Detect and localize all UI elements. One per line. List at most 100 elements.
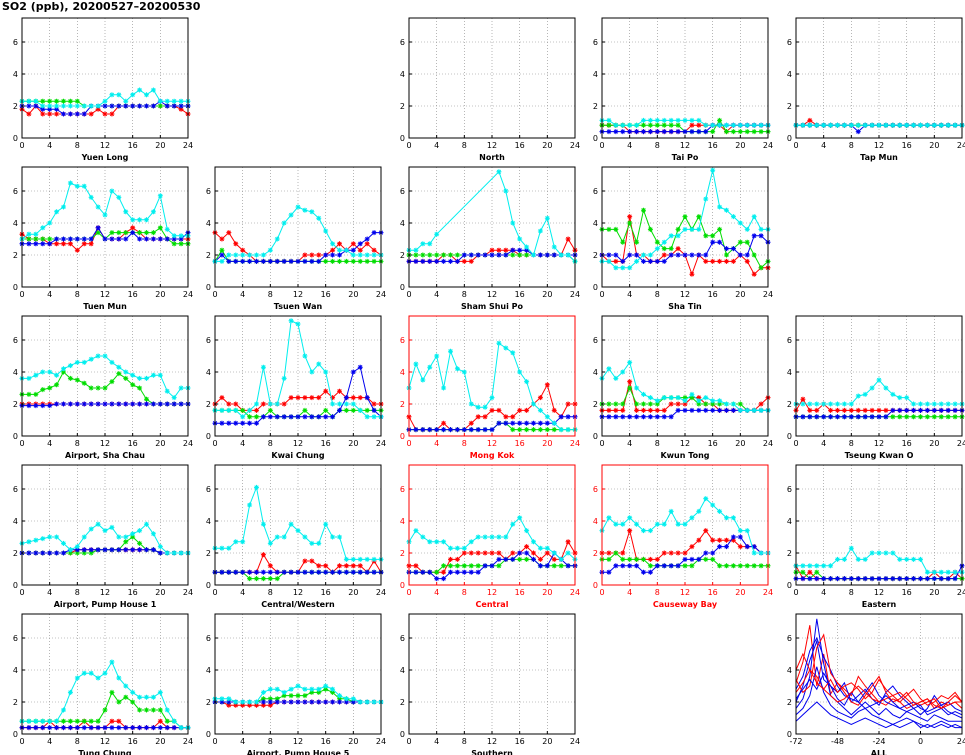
gridlines — [409, 18, 575, 138]
y-tick-label: 4 — [400, 70, 405, 79]
data-point — [150, 103, 156, 109]
data-point — [751, 252, 757, 258]
data-point — [814, 407, 820, 413]
x-tick-label: 20 — [735, 141, 745, 150]
x-tick-label: 12 — [487, 588, 497, 597]
x-tick-label: 8 — [75, 290, 80, 299]
data-point — [40, 718, 46, 724]
y-tick-label: 6 — [13, 187, 18, 196]
data-point — [468, 401, 474, 407]
data-point — [316, 414, 322, 420]
data-point — [654, 258, 660, 264]
data-point — [945, 569, 951, 575]
x-tick-label: 16 — [902, 439, 912, 448]
data-point — [260, 702, 266, 708]
data-point — [219, 252, 225, 258]
data-point — [219, 407, 225, 413]
data-point — [565, 252, 571, 258]
y-tick-label: 6 — [787, 485, 792, 494]
y-tick-label: 4 — [593, 517, 598, 526]
data-point — [468, 258, 474, 264]
panel-title: Tsuen Wan — [274, 302, 323, 311]
data-point — [751, 550, 757, 556]
data-point — [116, 236, 122, 242]
data-point — [247, 576, 253, 582]
data-point — [323, 388, 329, 394]
series-1 — [599, 528, 771, 562]
data-point — [274, 576, 280, 582]
data-point — [924, 401, 930, 407]
data-point — [800, 414, 806, 420]
x-tick-label: 20 — [155, 290, 165, 299]
panel-title: Sham Shui Po — [461, 302, 524, 311]
data-point — [137, 694, 143, 700]
y-tick-label: 6 — [787, 336, 792, 345]
data-point — [267, 576, 273, 582]
data-point — [744, 407, 750, 413]
y-tick-label: 6 — [206, 634, 211, 643]
data-point — [67, 725, 73, 731]
data-point — [517, 420, 523, 426]
data-point — [883, 550, 889, 556]
data-point — [703, 407, 709, 413]
y-tick-label: 0 — [787, 432, 792, 441]
x-tick-label: 16 — [708, 439, 718, 448]
data-point — [737, 407, 743, 413]
data-point — [510, 556, 516, 562]
data-point — [641, 407, 646, 413]
data-point — [309, 699, 315, 705]
data-point — [730, 246, 736, 252]
data-point — [157, 225, 163, 231]
data-point — [316, 569, 322, 575]
data-point — [95, 547, 101, 553]
data-point — [551, 556, 557, 562]
data-point — [164, 236, 170, 242]
panel-title: Tseung Kwan O — [845, 451, 914, 460]
data-point — [668, 508, 674, 514]
x-tick-label: 20 — [155, 439, 165, 448]
data-point — [150, 401, 156, 407]
data-point — [343, 258, 349, 264]
data-point — [710, 129, 716, 135]
data-point — [689, 391, 695, 397]
data-point — [510, 247, 516, 253]
x-tick-label: 4 — [434, 290, 439, 299]
data-point — [641, 556, 646, 562]
data-point — [835, 556, 840, 562]
series-2 — [795, 639, 963, 719]
data-point — [703, 129, 709, 135]
data-point — [717, 508, 723, 514]
data-point — [710, 398, 716, 404]
data-point — [323, 686, 329, 692]
data-point — [489, 395, 495, 401]
data-point — [924, 122, 930, 128]
x-tick-label: 12 — [680, 439, 690, 448]
data-point — [47, 236, 53, 242]
data-point — [357, 258, 363, 264]
data-point — [758, 226, 764, 232]
data-point — [150, 87, 156, 93]
data-point — [254, 258, 259, 264]
x-tick-label: 20 — [929, 141, 939, 150]
x-tick-label: 8 — [849, 141, 854, 150]
data-point — [710, 556, 716, 562]
data-point — [33, 231, 39, 237]
series-1 — [212, 230, 384, 264]
data-point — [357, 395, 363, 401]
data-point — [54, 111, 60, 117]
x-tick-label: 16 — [515, 737, 525, 746]
data-point — [81, 718, 87, 724]
data-point — [330, 247, 336, 253]
data-point — [281, 401, 287, 407]
data-point — [510, 414, 516, 420]
data-point — [343, 395, 349, 401]
data-point — [890, 391, 896, 397]
data-point — [364, 252, 370, 258]
data-point — [67, 689, 73, 695]
data-point — [427, 364, 433, 370]
x-tick-label: 0 — [793, 588, 798, 597]
data-point — [434, 539, 440, 545]
data-point — [267, 258, 273, 264]
